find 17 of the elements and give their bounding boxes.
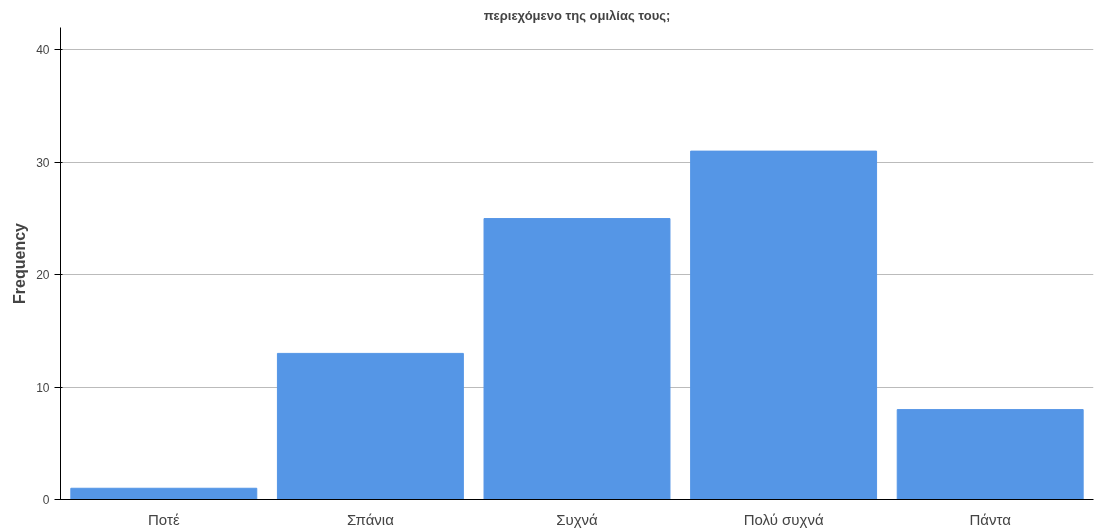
x-tick-label: Ποτέ <box>148 510 180 528</box>
y-tick-label: 10 <box>36 380 50 395</box>
y-tick-label: 20 <box>36 268 50 283</box>
x-tick-label: Συχνά <box>556 510 599 528</box>
bar <box>276 352 464 500</box>
bar <box>896 409 1084 500</box>
bar <box>483 218 671 500</box>
x-tick-label: Πολύ συχνά <box>743 510 824 528</box>
y-axis-title: Frequency <box>11 222 29 304</box>
y-tick-label: 0 <box>42 493 50 507</box>
y-tick-label: 40 <box>36 43 50 58</box>
x-tick-label: Πάντα <box>969 510 1012 528</box>
bar <box>70 487 258 500</box>
x-tick-label: Σπάνια <box>346 510 395 528</box>
bar <box>690 150 878 500</box>
y-tick-label: 30 <box>36 155 50 170</box>
chart-title: περιεχόμενο της ομιλίας τους; <box>483 7 671 23</box>
